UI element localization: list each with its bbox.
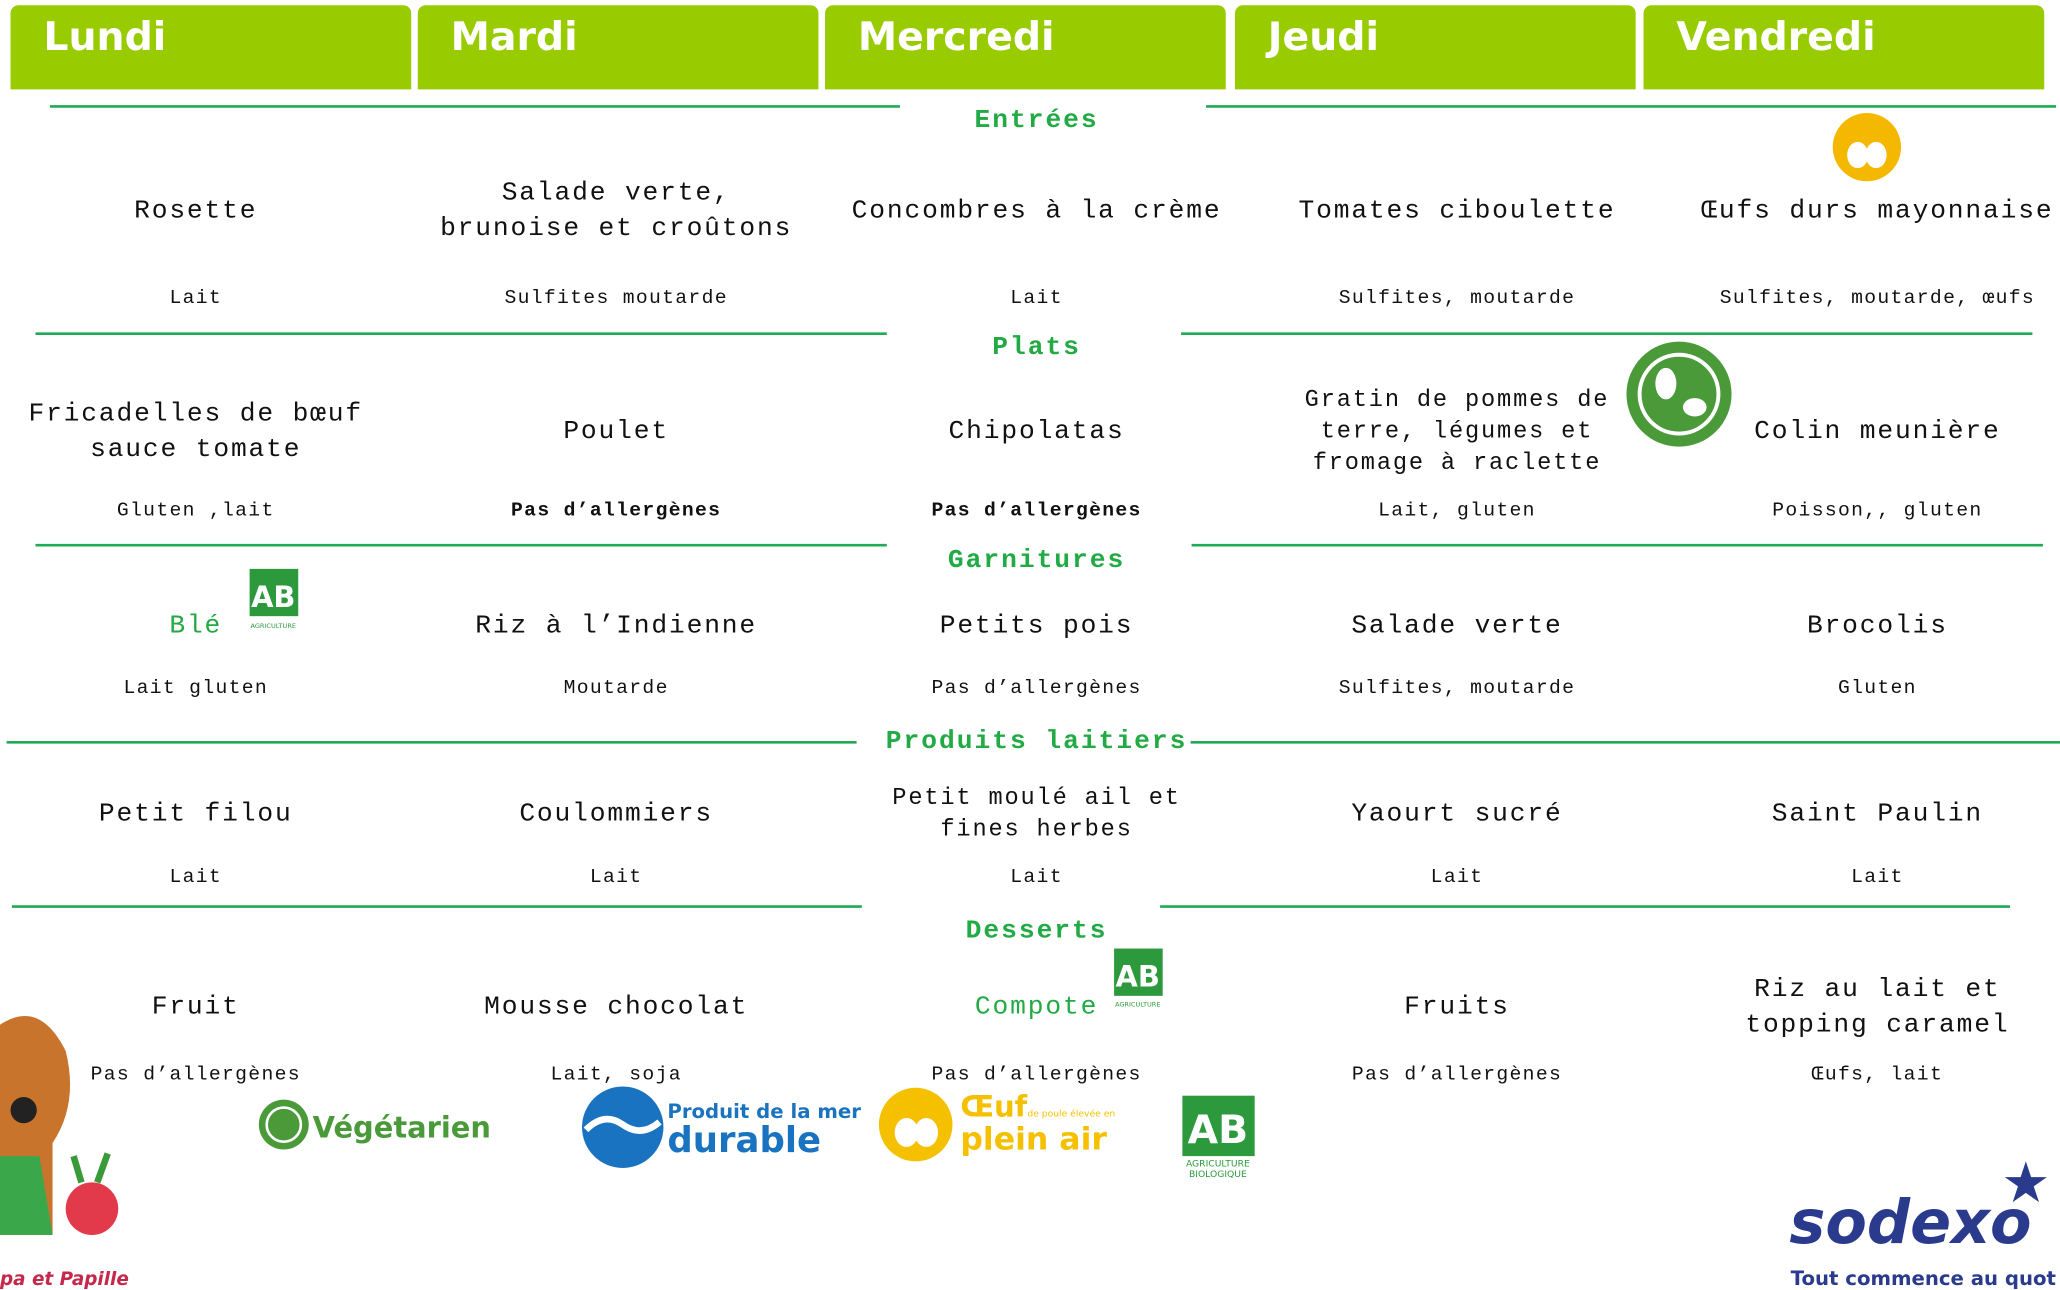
svg-text:plein air: plein air [960,1122,1107,1158]
svg-text:Œuf: Œuf [960,1090,1027,1124]
dish-name: Petit filou [98,799,293,830]
dish-name: Mousse chocolat [484,992,749,1023]
dish-name: Riz à l’Indienne [475,611,758,642]
section-title: Garnitures [945,545,1128,577]
allergens: Lait, gluten [1378,499,1536,523]
section-title: Desserts [962,916,1111,947]
allergens: Lait [1851,866,1904,889]
section-rules [6,105,2060,908]
svg-text:AGRICULTURE: AGRICULTURE [1186,1159,1250,1170]
svg-text:AB: AB [1116,960,1160,994]
allergens: Lait [169,287,223,310]
dish-name: Tomates ciboulette [1298,196,1616,227]
legend-vegetarian: Végétarien [258,1099,491,1150]
dish-name: Concombres à la crème [851,196,1222,227]
svg-text:Tout commence au quot: Tout commence au quot [1791,1267,2056,1290]
allergens: Sulfites, moutarde, œufs [1719,287,2036,310]
day-header: Mercredi [825,5,1226,90]
svg-text:sodexo: sodexo [1789,1188,2031,1258]
svg-text:de poule élevée en: de poule élevée en [1027,1109,1115,1120]
day-header: Lundi [10,5,412,90]
dish-name: Salade verte, brunoise et croûtons [440,178,793,245]
vegetable-icon [1626,341,1732,447]
allergens: Gluten [1837,677,1917,700]
svg-text:Végétarien: Végétarien [313,1111,491,1145]
allergens: Gluten ,lait [116,499,275,523]
day-header: Vendredi [1643,5,2045,90]
dish-name: Fruit [151,992,240,1023]
section-title: Plats [989,333,1084,364]
allergens: Œufs, lait [1811,1063,1944,1086]
dish-name: Fruits [1404,992,1510,1023]
dish-name: Blé [169,611,223,642]
dish-name: Compote [974,992,1099,1023]
dish-name: Gratin de pommes de terre, légumes et fr… [1304,387,1610,477]
allergens: Pas d’allergènes [1351,1063,1563,1086]
ab-logo: AB AGRICULTURE [1114,948,1163,1008]
allergens: Sulfites moutarde [504,287,728,310]
allergens: Pas d’allergènes [931,1063,1142,1086]
allergens: Lait [1010,866,1063,889]
dish-name: Coulommiers [519,799,713,830]
dish-name: Poulet [563,417,669,448]
svg-text:AGRICULTURE: AGRICULTURE [1115,1000,1161,1008]
allergens: Sulfites, moutarde [1338,287,1576,310]
mascot: pa et Papille [0,1015,129,1290]
dish-name: Œufs durs mayonnaise [1701,196,2054,227]
allergens: Pas d’allergènes [931,499,1142,523]
svg-text:Produit de la mer: Produit de la mer [667,1100,861,1123]
dish-name: Brocolis [1806,611,1948,642]
day-header: Mardi [417,5,819,90]
allergens: Pas d’allergènes [931,677,1142,700]
svg-text:AGRICULTURE: AGRICULTURE [251,622,297,630]
allergens: Lait gluten [123,677,269,700]
svg-text:AB: AB [251,580,295,614]
allergens: Sulfites, moutarde [1338,677,1576,700]
allergens: Lait [169,866,223,889]
allergens: Pas d’allergènes [90,1063,301,1086]
day-header: Jeudi [1234,5,1636,90]
svg-text:durable: durable [667,1120,821,1161]
dish-name: Saint Paulin [1771,799,1984,830]
svg-text:BIOLOGIQUE: BIOLOGIQUE [1189,1169,1247,1180]
dish-name: Rosette [134,196,258,227]
dish-name: Petits pois [939,611,1134,642]
allergens: Poisson,, gluten [1772,499,1983,523]
allergens: Lait [1430,866,1484,889]
dish-name: Colin meunière [1754,417,2001,448]
allergens: Pas d’allergènes [511,499,722,523]
ab-logo: AB AGRICULTURE [249,568,299,635]
section-title: Entrées [971,105,1102,136]
section-title: Produits laitiers [883,727,1190,758]
dish-name: Riz au lait et topping caramel [1745,974,2010,1041]
sodexo-logo: sodexo Tout commence au quot [1789,1161,2056,1290]
allergens: Lait, soja [550,1063,682,1086]
dish-name: Yaourt sucré [1351,799,1563,830]
allergens: Lait [589,866,643,889]
dish-name: Petit moulé ail et fines herbes [892,785,1181,844]
egg-icon [1832,112,1902,182]
legend-egg: Œuf de poule élevée en plein air [878,1087,1115,1162]
dish-name: Salade verte [1351,611,1563,642]
allergens: Moutarde [563,677,669,700]
dish-name: Chipolatas [948,417,1125,448]
allergens: Lait [1010,287,1063,310]
svg-text:AB: AB [1188,1107,1249,1153]
dish-name: Fricadelles de bœuf sauce tomate [28,399,364,466]
svg-text:pa et Papille: pa et Papille [0,1269,129,1290]
